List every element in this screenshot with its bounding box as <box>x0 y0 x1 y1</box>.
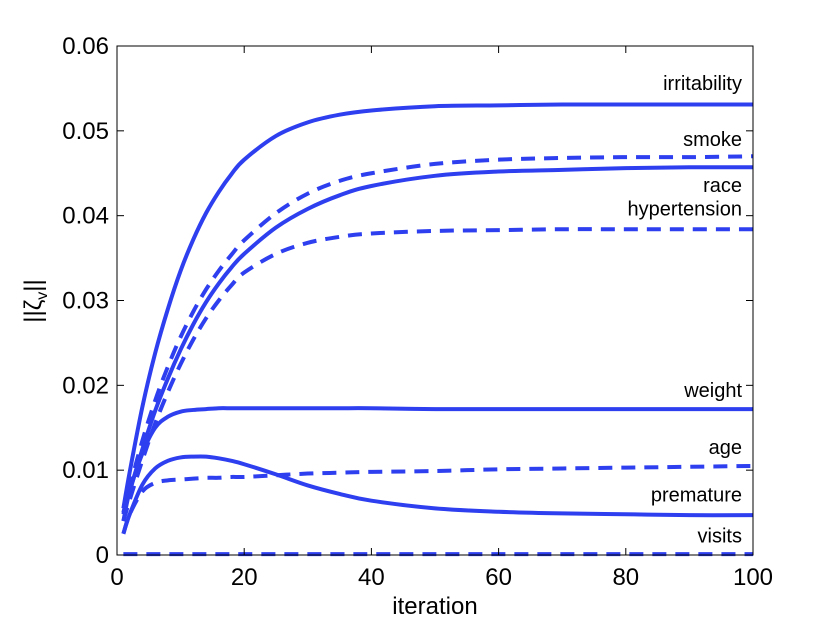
plot-lines <box>121 102 754 557</box>
y-tick-label: 0 <box>96 542 109 569</box>
x-tick-label: 0 <box>110 564 123 591</box>
series-label-race: race <box>703 175 742 197</box>
series-line-race <box>121 165 754 515</box>
series-label-age: age <box>709 437 742 459</box>
y-axis-label-sub: v <box>34 292 51 300</box>
y-axis-label-open: ||ζ <box>20 299 47 322</box>
x-tick-label: 40 <box>358 564 385 591</box>
series-line-irritability <box>121 102 753 509</box>
axis-tick-labels: 0 20 40 60 80 100 0 0.01 0.02 0.03 0.04 0.05 0.06 <box>62 33 773 591</box>
x-tick-label: 20 <box>231 564 258 591</box>
series-line-smoke <box>121 154 754 514</box>
x-tick-label: 80 <box>612 564 639 591</box>
y-tick-label: 0.05 <box>62 118 109 145</box>
series-label-irritability: irritability <box>663 73 742 95</box>
x-axis-label: iteration <box>392 593 477 620</box>
series-label-visits: visits <box>698 525 742 547</box>
series-line-age <box>121 463 754 535</box>
y-tick-label: 0.01 <box>62 457 109 484</box>
x-tick-label: 60 <box>485 564 512 591</box>
y-tick-label: 0.02 <box>62 372 109 399</box>
series-label-premature: premature <box>651 485 742 507</box>
series-line-premature <box>121 454 754 535</box>
y-axis-label-close: || <box>20 279 47 291</box>
series-label-smoke: smoke <box>683 129 742 151</box>
x-tick-label: 100 <box>733 564 773 591</box>
series-line-hypertension <box>121 227 753 522</box>
series-line-weight <box>121 406 753 522</box>
series-label-weight: weight <box>683 380 742 402</box>
y-tick-label: 0.06 <box>62 33 109 60</box>
series-label-hypertension: hypertension <box>627 199 742 221</box>
y-tick-label: 0.03 <box>62 288 109 315</box>
y-axis-label: ||ζv|| <box>20 279 51 323</box>
axis-ticks <box>116 45 754 556</box>
y-tick-label: 0.04 <box>62 203 109 230</box>
